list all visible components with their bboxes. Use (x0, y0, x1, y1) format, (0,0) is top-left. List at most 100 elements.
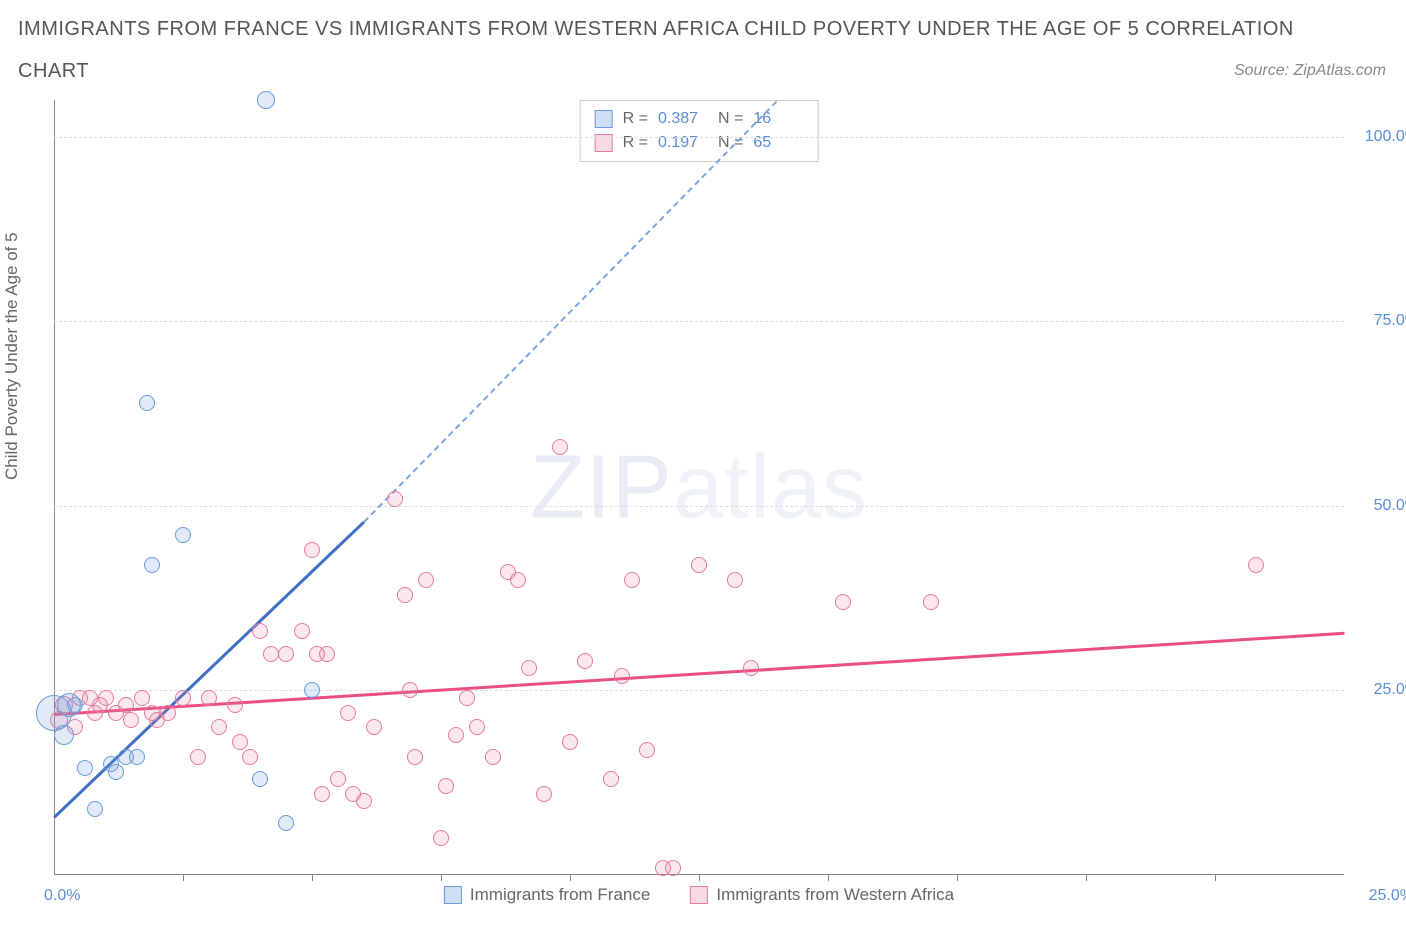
data-point (278, 646, 294, 662)
gridline (54, 690, 1344, 691)
x-tick (312, 875, 313, 881)
plot-region: ZIPatlas R = 0.387 N = 16 R = 0.197 N = … (54, 100, 1344, 875)
data-point (438, 778, 454, 794)
data-point (304, 682, 320, 698)
data-point (562, 734, 578, 750)
x-tick-max: 25.0% (1369, 887, 1406, 905)
x-tick (441, 875, 442, 881)
data-point (190, 749, 206, 765)
x-tick (570, 875, 571, 881)
data-point (252, 623, 268, 639)
gridline (54, 137, 1344, 138)
source-attribution: Source: ZipAtlas.com (1234, 62, 1386, 80)
y-axis-label: Child Poverty Under the Age of 5 (2, 232, 22, 480)
data-point (263, 646, 279, 662)
data-point (521, 660, 537, 676)
watermark-light: atlas (673, 437, 868, 537)
data-point (1248, 557, 1264, 573)
chart-area: ZIPatlas R = 0.387 N = 16 R = 0.197 N = … (54, 100, 1344, 875)
r-value-pink: 0.197 (658, 131, 708, 155)
swatch-blue-icon (595, 110, 613, 128)
data-point (448, 727, 464, 743)
data-point (639, 742, 655, 758)
data-point (257, 91, 275, 109)
n-label: N = (718, 107, 743, 131)
data-point (123, 712, 139, 728)
chart-subtitle: CHART (18, 60, 89, 83)
legend-bottom: Immigrants from France Immigrants from W… (444, 885, 954, 905)
data-point (356, 793, 372, 809)
x-tick (957, 875, 958, 881)
r-value-blue: 0.387 (658, 107, 708, 131)
gridline (54, 321, 1344, 322)
data-point (485, 749, 501, 765)
data-point (510, 572, 526, 588)
data-point (743, 660, 759, 676)
gridline (54, 506, 1344, 507)
n-value-blue: 16 (753, 107, 803, 131)
data-point (175, 527, 191, 543)
n-label: N = (718, 131, 743, 155)
data-point (139, 395, 155, 411)
x-tick (699, 875, 700, 881)
data-point (835, 594, 851, 610)
data-point (278, 815, 294, 831)
legend-swatch-blue-icon (444, 886, 462, 904)
stats-row-blue: R = 0.387 N = 16 (595, 107, 804, 131)
data-point (552, 439, 568, 455)
watermark: ZIPatlas (530, 436, 868, 539)
data-point (175, 690, 191, 706)
x-tick (183, 875, 184, 881)
data-point (459, 690, 475, 706)
data-point (397, 587, 413, 603)
data-point (624, 572, 640, 588)
data-point (160, 705, 176, 721)
data-point (407, 749, 423, 765)
legend-item-blue: Immigrants from France (444, 885, 650, 905)
legend-swatch-pink-icon (690, 886, 708, 904)
y-tick-label: 50.0% (1374, 497, 1406, 515)
data-point (211, 719, 227, 735)
data-point (340, 705, 356, 721)
data-point (108, 764, 124, 780)
chart-title: IMMIGRANTS FROM FRANCE VS IMMIGRANTS FRO… (18, 18, 1294, 41)
data-point (242, 749, 258, 765)
y-tick-label: 75.0% (1374, 312, 1406, 330)
data-point (77, 760, 93, 776)
trend-line (54, 631, 1344, 715)
x-tick (1086, 875, 1087, 881)
data-point (252, 771, 268, 787)
y-tick-label: 25.0% (1374, 681, 1406, 699)
data-point (227, 697, 243, 713)
x-tick-min: 0.0% (44, 887, 80, 905)
trend-line (363, 100, 777, 522)
y-axis-line (54, 100, 55, 875)
data-point (536, 786, 552, 802)
data-point (387, 491, 403, 507)
data-point (54, 725, 74, 745)
data-point (418, 572, 434, 588)
data-point (201, 690, 217, 706)
data-point (330, 771, 346, 787)
data-point (294, 623, 310, 639)
data-point (614, 668, 630, 684)
data-point (98, 690, 114, 706)
data-point (87, 801, 103, 817)
y-tick-label: 100.0% (1365, 128, 1406, 146)
data-point (402, 682, 418, 698)
data-point (923, 594, 939, 610)
data-point (134, 690, 150, 706)
data-point (319, 646, 335, 662)
legend-item-pink: Immigrants from Western Africa (690, 885, 954, 905)
data-point (232, 734, 248, 750)
stats-row-pink: R = 0.197 N = 65 (595, 131, 804, 155)
r-label: R = (623, 107, 648, 131)
data-point (727, 572, 743, 588)
data-point (469, 719, 485, 735)
x-tick (1215, 875, 1216, 881)
data-point (118, 697, 134, 713)
data-point (665, 860, 681, 876)
data-point (366, 719, 382, 735)
n-value-pink: 65 (753, 131, 803, 155)
data-point (577, 653, 593, 669)
